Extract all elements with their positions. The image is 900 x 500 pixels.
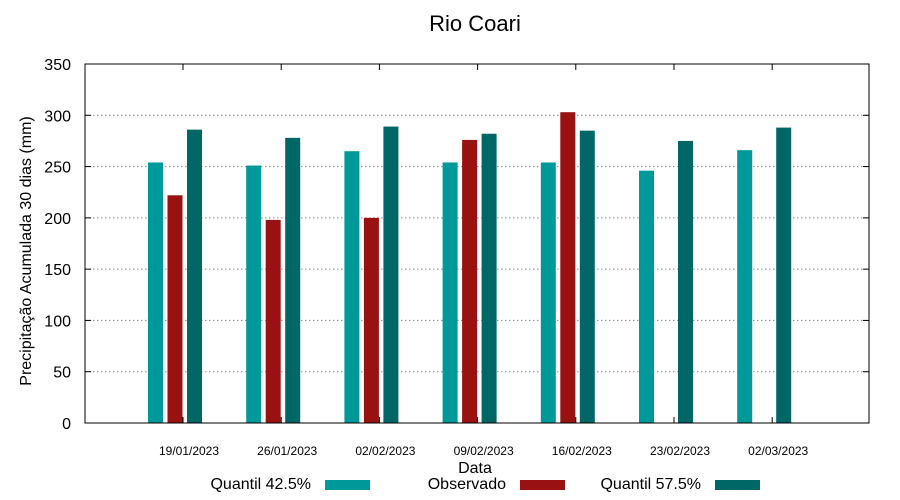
bar-quantil-57-5	[481, 133, 497, 423]
x-tick-label: 02/03/2023	[748, 444, 808, 458]
bar-quantil-42-5	[737, 150, 753, 423]
bar-quantil-57-5	[187, 129, 202, 423]
y-tick-label: 350	[44, 57, 71, 74]
legend-label: Observado	[428, 476, 506, 493]
x-axis-title: Data	[458, 460, 492, 477]
x-axis-ticks: 19/01/2023 26/01/2023 02/02/2023 09/02/2023…	[159, 64, 809, 458]
bar-quantil-42-5	[540, 162, 556, 423]
bars	[148, 112, 792, 424]
bar-observado	[363, 217, 379, 423]
legend: Quantil 42.5% Observado Quantil 57.5%	[210, 476, 760, 493]
bar-quantil-57-5	[285, 137, 301, 423]
legend-swatch	[715, 480, 760, 490]
chart-title: Rio Coari	[429, 11, 521, 36]
y-axis-title: Precipitação Acumulada 30 dias (mm)	[18, 116, 35, 385]
bar-quantil-57-5	[678, 140, 693, 423]
x-tick-label: 23/02/2023	[650, 444, 710, 458]
bar-observado	[462, 139, 478, 423]
y-tick-label: 200	[44, 211, 71, 228]
legend-swatch	[325, 480, 370, 490]
y-axis-ticks: 0 50 100 150 200 250 300 350	[44, 57, 869, 433]
y-tick-label: 250	[44, 160, 71, 177]
legend-label: Quantil 42.5%	[210, 476, 311, 493]
x-tick-label: 09/02/2023	[454, 444, 514, 458]
y-tick-label: 100	[44, 313, 71, 330]
bar-quantil-42-5	[148, 162, 163, 423]
bar-quantil-57-5	[383, 126, 399, 423]
x-tick-label: 26/01/2023	[257, 444, 317, 458]
plot-frame	[84, 63, 870, 424]
bar-quantil-42-5	[344, 151, 360, 423]
bar-quantil-42-5	[246, 165, 262, 423]
bar-observado	[167, 195, 183, 423]
legend-label: Quantil 57.5%	[600, 476, 701, 493]
y-tick-label: 50	[53, 365, 71, 382]
x-tick-label: 19/01/2023	[159, 444, 219, 458]
bar-quantil-42-5	[442, 162, 458, 423]
y-tick-label: 300	[44, 108, 71, 125]
bar-observado	[265, 219, 281, 423]
bar-quantil-57-5	[579, 130, 595, 423]
x-tick-label: 16/02/2023	[552, 444, 612, 458]
bar-observado	[560, 112, 576, 424]
bar-quantil-42-5	[639, 170, 654, 423]
x-tick-label: 02/02/2023	[355, 444, 415, 458]
legend-swatch	[520, 480, 565, 490]
y-tick-label: 150	[44, 262, 71, 279]
bar-quantil-57-5	[776, 127, 792, 423]
y-tick-label: 0	[62, 416, 71, 433]
